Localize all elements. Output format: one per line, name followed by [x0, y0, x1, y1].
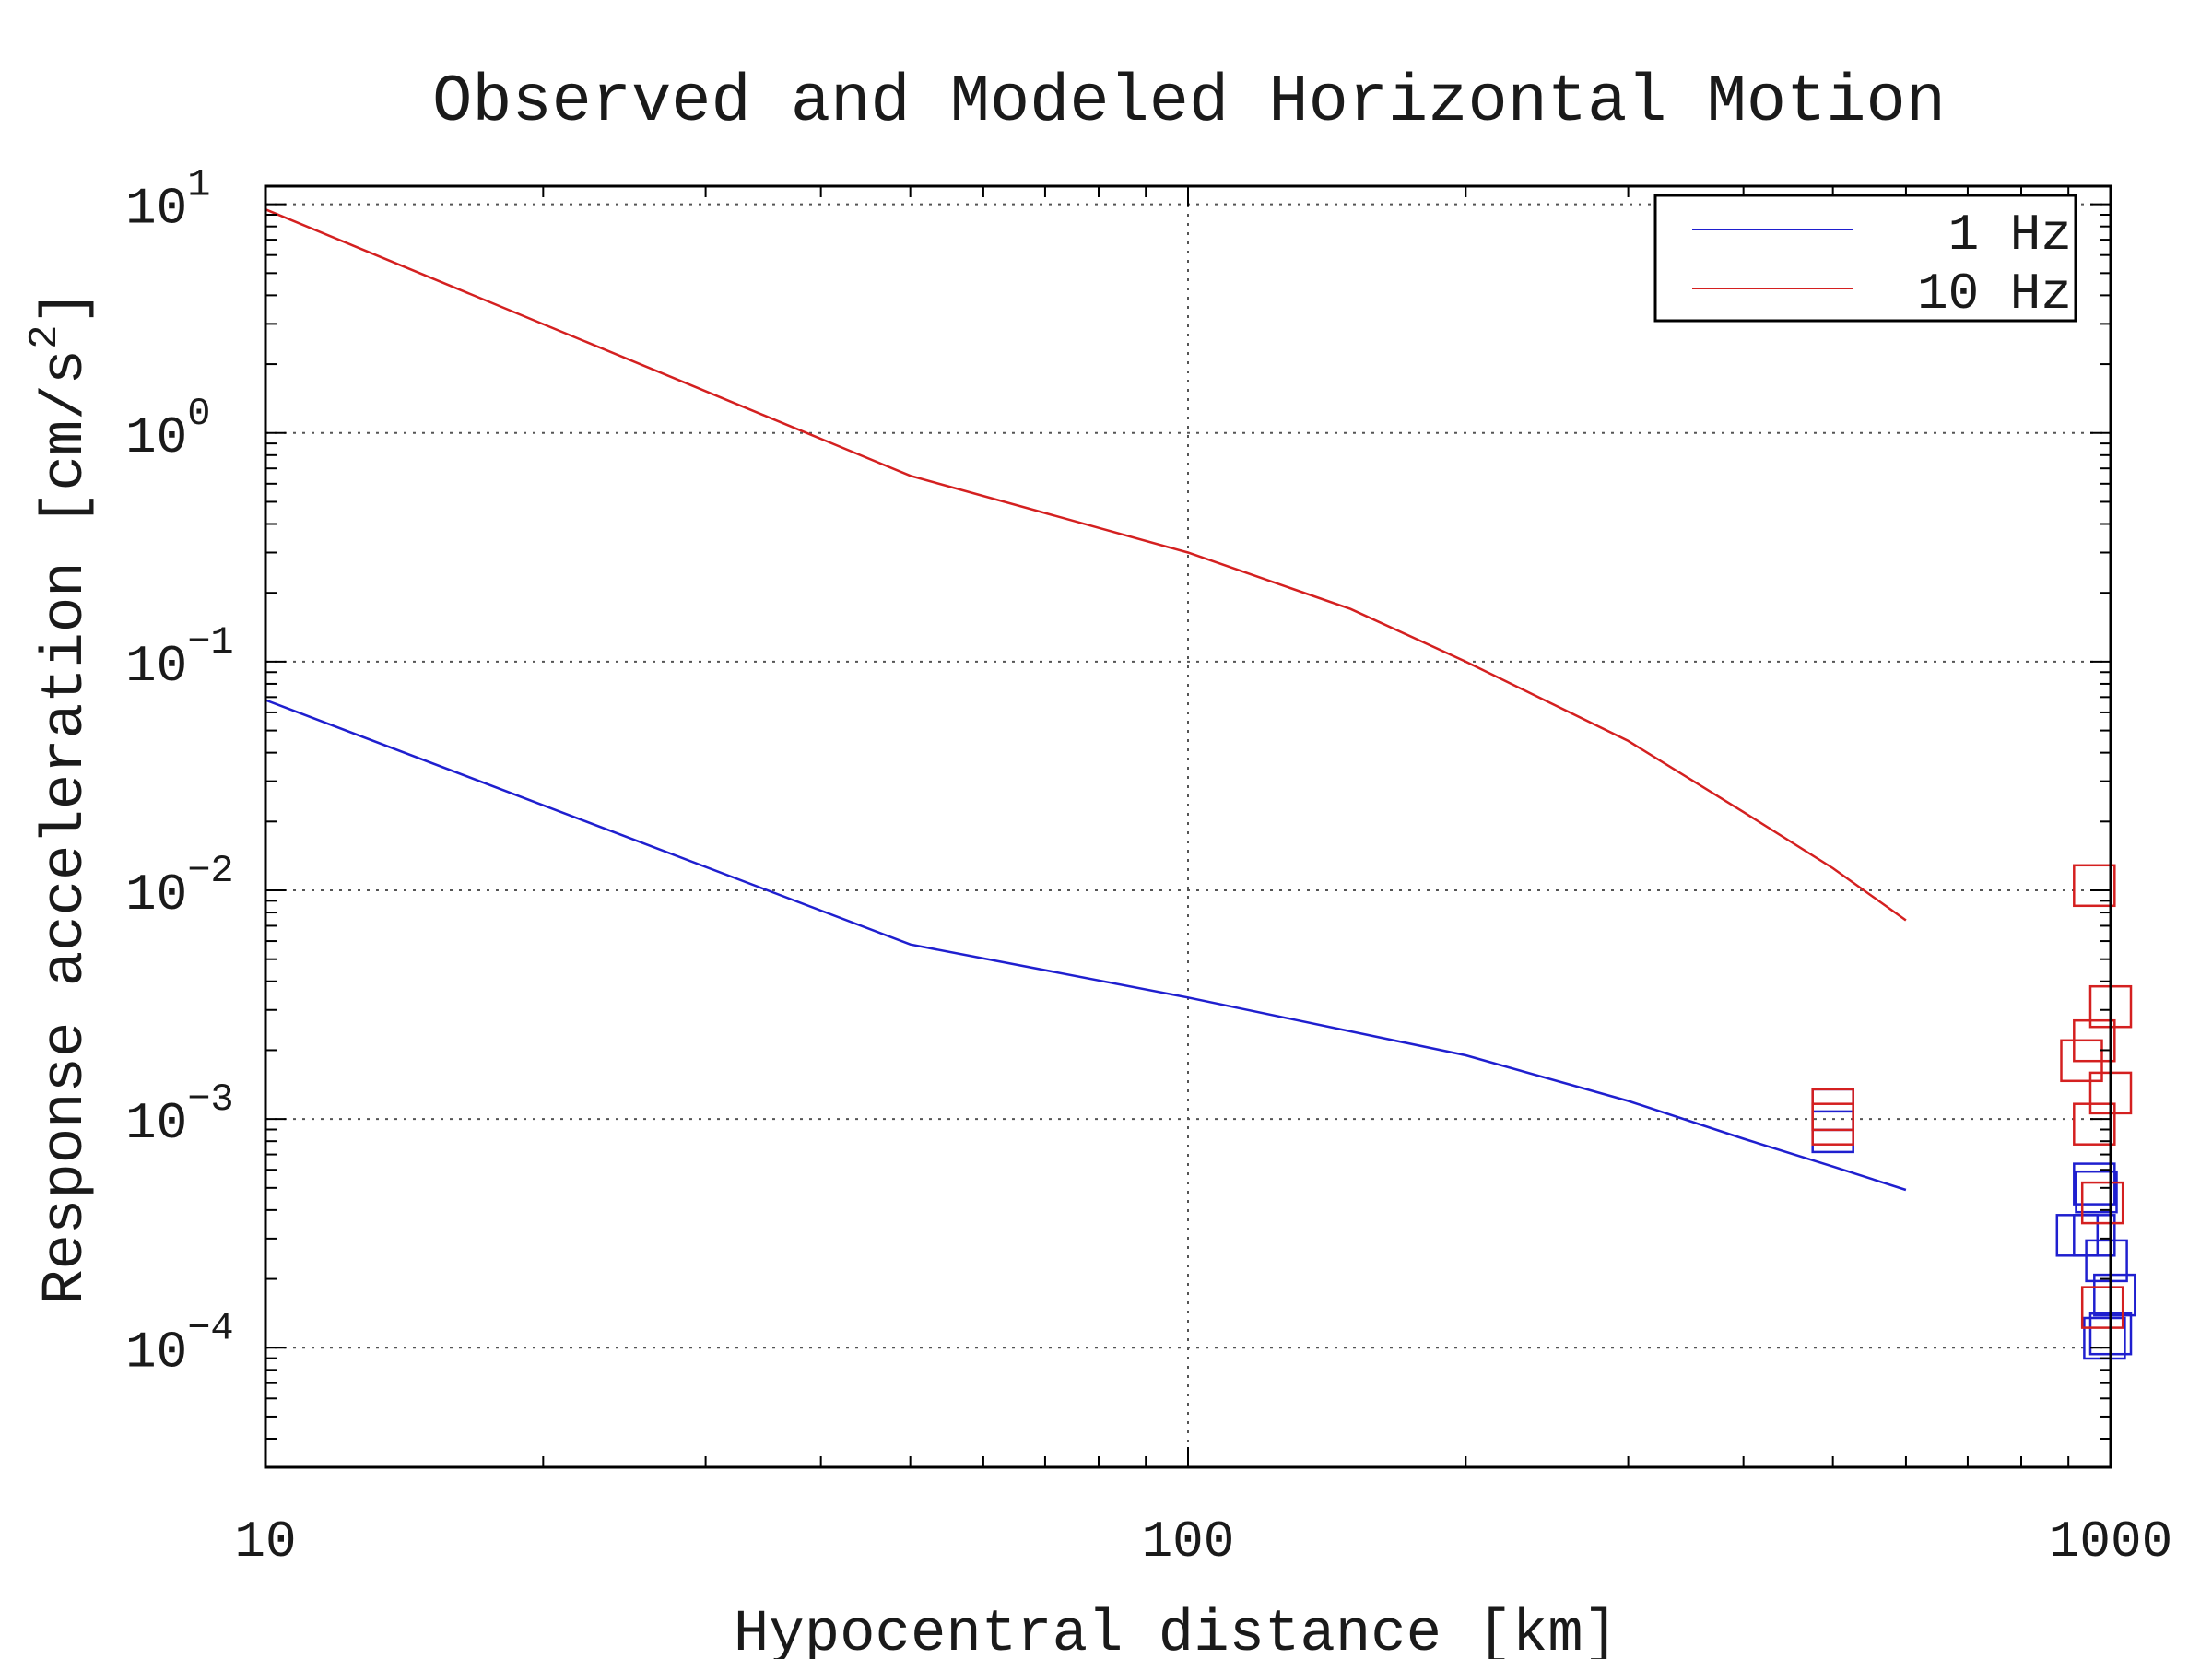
legend-label-10hz: 10 Hz — [1917, 265, 2072, 324]
x-tick-labels: 10 100 1000 — [234, 1512, 2172, 1571]
series-line-10hz — [265, 208, 1907, 922]
observed-point-1hz — [2075, 1170, 2118, 1214]
y-tick-labels: 101 100 10−1 10−2 10−3 10−4 — [125, 163, 234, 1382]
observed-point-10hz — [2073, 864, 2116, 908]
legend: 1 Hz 10 Hz — [1653, 194, 2077, 324]
observed-points — [1811, 864, 2136, 1360]
observed-point-10hz — [1811, 1102, 1854, 1146]
axis-ticks — [265, 186, 2111, 1468]
series-layer — [265, 208, 1907, 1192]
y-tick-label: 10−4 — [125, 1306, 234, 1382]
observed-point-10hz — [2073, 1102, 2116, 1146]
legend-box — [1653, 194, 2077, 323]
y-tick-label: 10−3 — [125, 1077, 234, 1153]
y-tick-label: 10−1 — [125, 620, 234, 696]
y-tick-label: 100 — [125, 392, 210, 467]
grid — [265, 186, 2111, 1467]
observed-point-10hz — [2080, 1286, 2124, 1329]
y-axis-label-superscript: 2 — [22, 325, 68, 349]
x-tick-label: 100 — [1142, 1512, 1235, 1571]
x-axis-label: Hypocentral distance [km] — [734, 1602, 1618, 1659]
observed-point-1hz — [2073, 1214, 2116, 1257]
y-tick-label: 10−2 — [125, 849, 234, 924]
chart-title: Observed and Modeled Horizontal Motion — [432, 65, 1946, 140]
y-axis-label: Response acceleration [cm/s2] — [22, 289, 100, 1305]
observed-point-1hz — [2055, 1214, 2100, 1257]
series-line-1hz — [265, 699, 1907, 1192]
x-tick-label: 10 — [234, 1512, 296, 1571]
observed-point-1hz — [2093, 1273, 2136, 1317]
observed-point-1hz — [2085, 1239, 2128, 1283]
observed-point-1hz — [1811, 1110, 1854, 1154]
y-axis-label-close: ] — [33, 289, 100, 324]
observed-point-10hz — [1811, 1088, 1854, 1132]
legend-label-1hz: 1 Hz — [1948, 206, 2072, 265]
observed-point-1hz — [2073, 1162, 2116, 1206]
observed-point-10hz — [2060, 1039, 2103, 1083]
observed-point-10hz — [2080, 1181, 2124, 1225]
observed-point-1hz — [1811, 1088, 1854, 1132]
y-tick-label: 101 — [125, 163, 210, 239]
x-tick-label: 1000 — [2049, 1512, 2172, 1571]
y-axis-label-main: Response acceleration [cm/s — [33, 349, 100, 1305]
